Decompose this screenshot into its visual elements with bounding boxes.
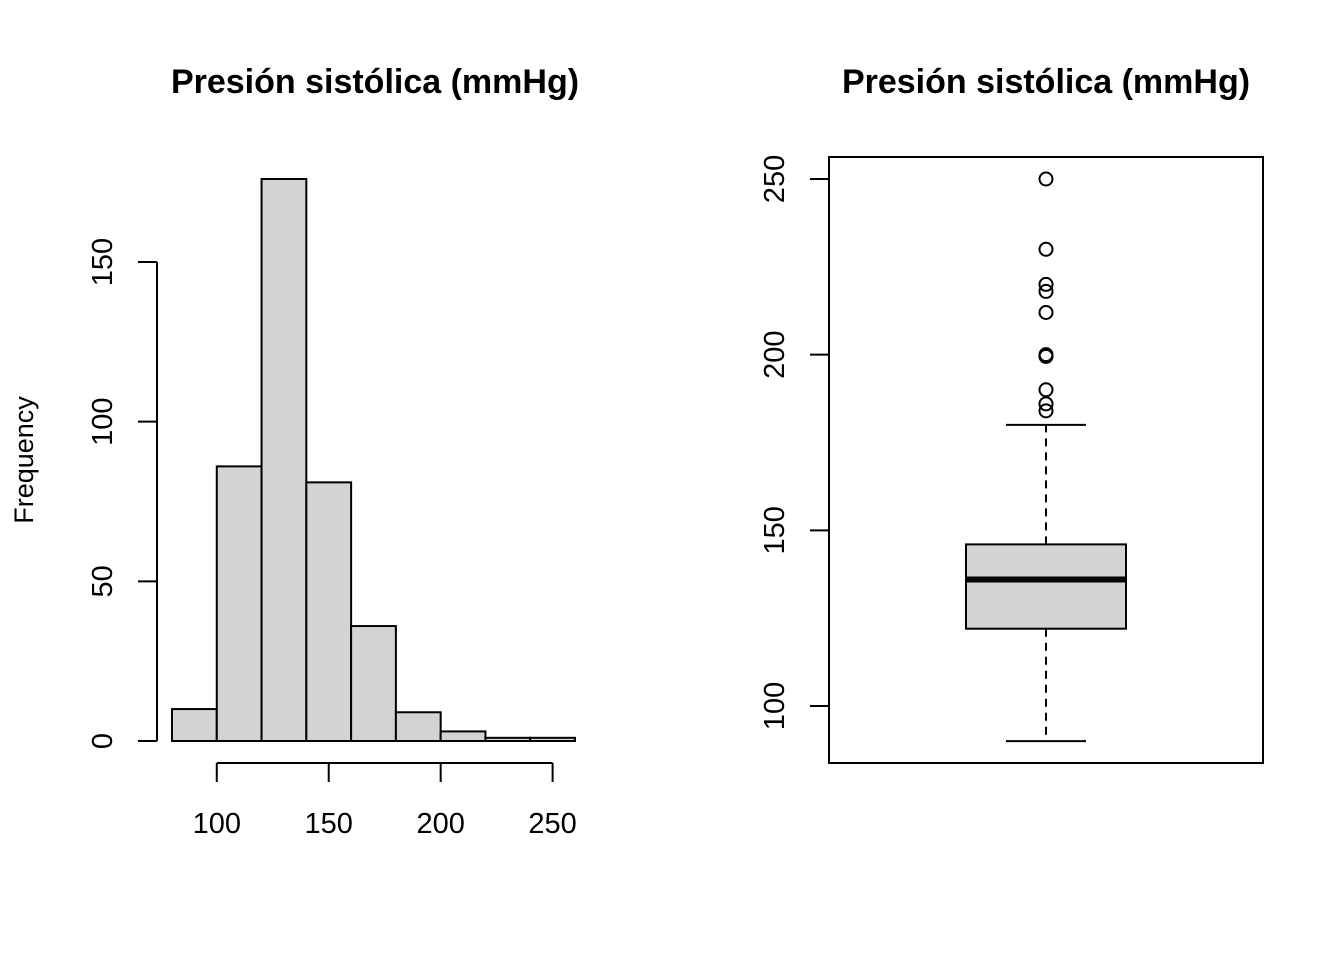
boxplot-y-axis: 100 150 200 250 — [759, 155, 830, 730]
boxplot-y-tick-label: 100 — [759, 682, 791, 730]
histogram-bar-6 — [439, 730, 487, 743]
histogram-y-tick-label: 0 — [87, 733, 119, 749]
histogram-x-axis: 100 150 200 250 — [193, 762, 577, 840]
histogram-bar-7 — [484, 736, 532, 743]
boxplot-outlier-7 — [1038, 276, 1054, 292]
histogram-title: Presión sistólica (mmHg) — [171, 63, 579, 101]
histogram-bar-2 — [260, 178, 308, 742]
boxplot-y-tick-label: 200 — [759, 330, 791, 378]
boxplot-outlier-1 — [1038, 396, 1054, 412]
boxplot-title: Presión sistólica (mmHg) — [842, 63, 1250, 101]
boxplot-y-tick-label: 150 — [759, 506, 791, 554]
boxplot-outlier-9 — [1038, 171, 1054, 187]
histogram-bar-3 — [305, 481, 353, 742]
histogram-x-tick-label: 100 — [193, 808, 241, 840]
histogram-x-tick-label: 250 — [528, 808, 576, 840]
histogram-y-axis: 0 50 100 150 — [87, 238, 158, 749]
boxplot-outlier-5 — [1038, 305, 1054, 321]
histogram-bar-8 — [529, 736, 577, 743]
histogram-bar-1 — [215, 465, 263, 742]
boxplot-outlier-0 — [1038, 403, 1054, 419]
boxplot-panel: Presión sistólica (mmHg) 100 150 200 250 — [759, 63, 1264, 764]
histogram-bar-5 — [394, 711, 442, 742]
boxplot-outlier-2 — [1038, 382, 1054, 398]
histogram-panel: Presión sistólica (mmHg) Frequency 0 50 10… — [9, 63, 579, 840]
histogram-y-tick-label: 50 — [87, 565, 119, 597]
boxplot-outlier-8 — [1038, 241, 1054, 257]
histogram-y-tick-label: 100 — [87, 397, 119, 445]
boxplot-box — [965, 543, 1127, 630]
histogram-bars — [171, 178, 577, 743]
histogram-y-tick-label: 150 — [87, 238, 119, 286]
boxplot-elements — [965, 171, 1127, 743]
histogram-y-axis-label: Frequency — [9, 396, 39, 524]
boxplot-outlier-4 — [1038, 347, 1054, 363]
histogram-bar-0 — [171, 708, 218, 742]
histogram-x-tick-label: 150 — [305, 808, 353, 840]
histogram-x-tick-label: 200 — [416, 808, 464, 840]
boxplot-outlier-6 — [1038, 283, 1054, 299]
boxplot-y-tick-label: 250 — [759, 155, 791, 203]
histogram-bar-4 — [350, 625, 397, 743]
